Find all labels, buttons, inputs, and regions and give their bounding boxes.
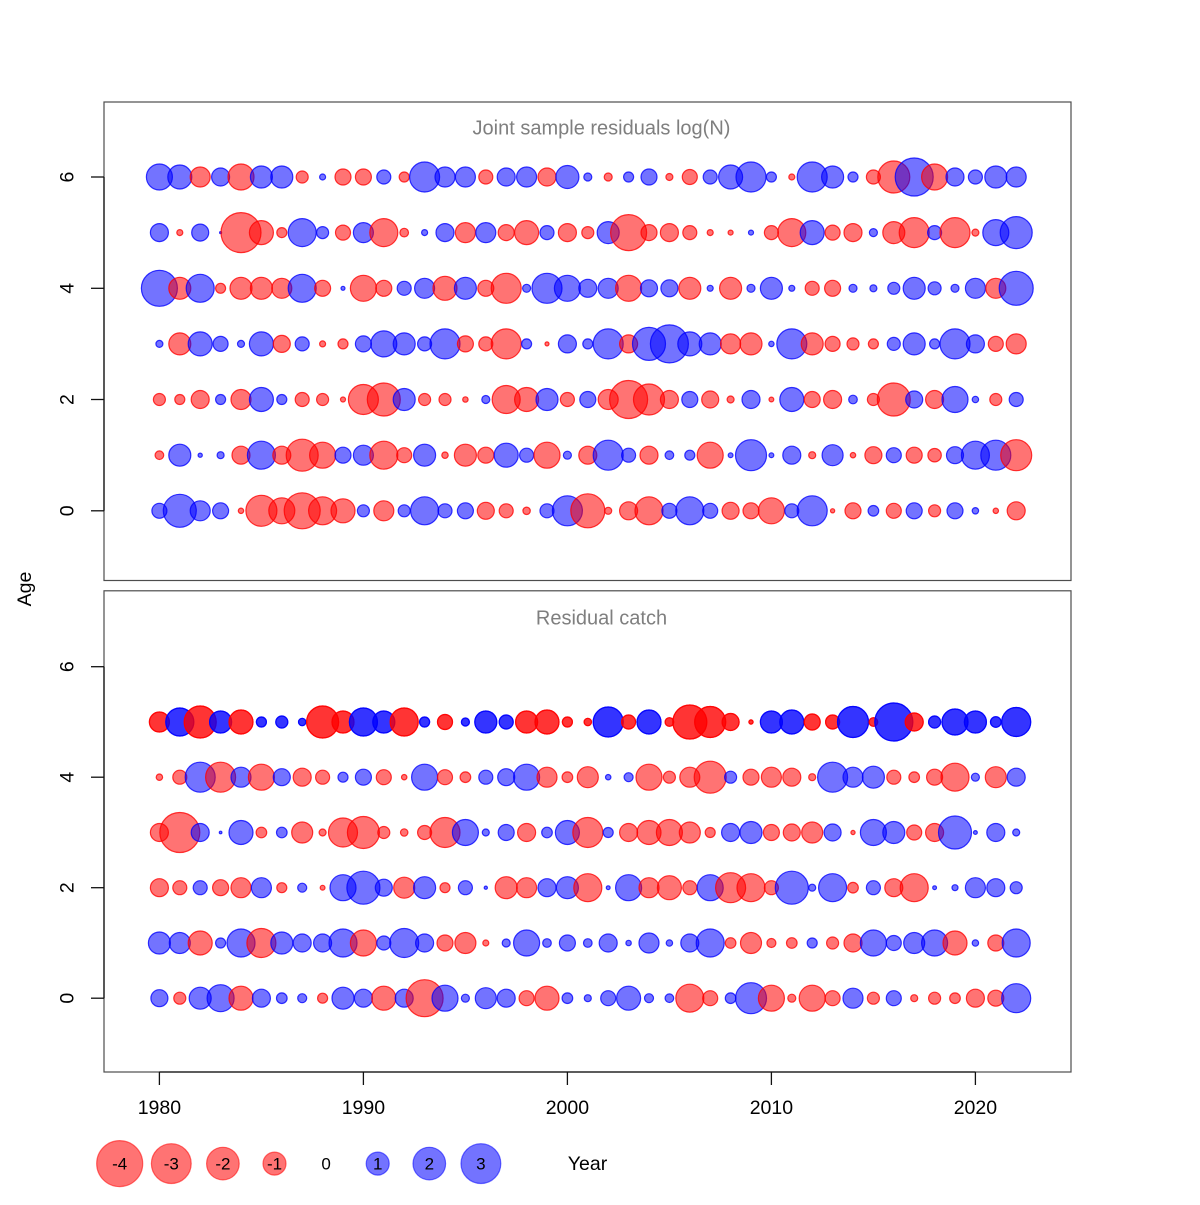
svg-text:0: 0 [57,505,79,516]
svg-text:4: 4 [57,772,79,783]
svg-text:-4: -4 [112,1155,127,1174]
svg-text:Year: Year [568,1153,608,1175]
svg-text:-3: -3 [164,1155,179,1174]
svg-text:4: 4 [57,283,79,294]
svg-text:6: 6 [57,172,79,183]
svg-text:2010: 2010 [750,1097,794,1119]
svg-text:Joint sample residuals log(N): Joint sample residuals log(N) [473,118,731,140]
svg-text:2020: 2020 [954,1097,998,1119]
svg-text:2: 2 [425,1155,434,1174]
svg-text:1: 1 [373,1155,382,1174]
svg-text:-1: -1 [267,1155,282,1174]
svg-text:2000: 2000 [546,1097,590,1119]
svg-text:Age: Age [14,572,36,607]
svg-text:6: 6 [57,661,79,672]
svg-text:1990: 1990 [342,1097,386,1119]
svg-text:1980: 1980 [138,1097,182,1119]
svg-text:0: 0 [57,993,79,1004]
svg-text:0: 0 [321,1155,330,1174]
svg-text:3: 3 [476,1155,485,1174]
svg-text:Residual catch: Residual catch [536,608,667,630]
svg-text:-2: -2 [215,1155,230,1174]
svg-text:2: 2 [57,394,79,405]
svg-text:2: 2 [57,882,79,893]
